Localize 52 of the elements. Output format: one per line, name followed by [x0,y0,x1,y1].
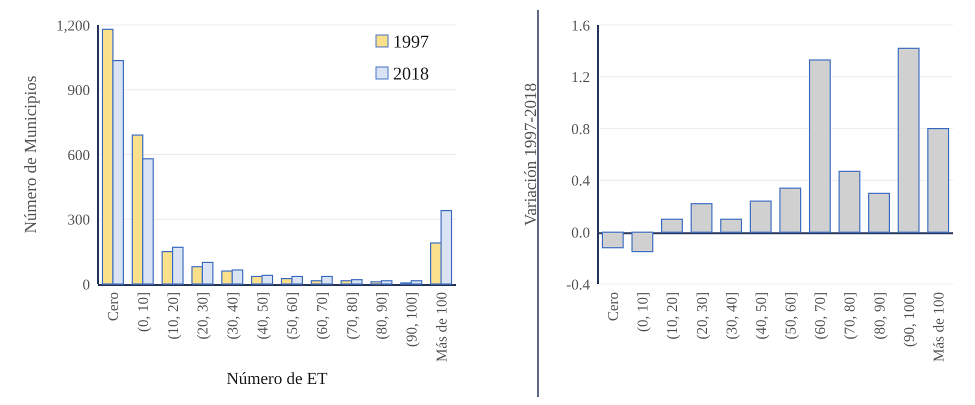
y-tick-label: 0.8 [571,122,590,138]
y-tick-label: 1,200 [56,18,90,34]
x-axis-title: Número de ET [226,369,328,388]
bar [868,192,890,233]
y-axis-title: Número de Municipios [21,76,40,234]
bar [779,188,802,233]
x-tick-label: (20, 30] [694,292,711,340]
bar [808,59,831,233]
x-tick-label: Más de 100 [931,292,948,362]
bar [690,203,712,233]
y-tick-label: 300 [68,212,90,228]
bar [838,170,860,233]
x-tick-label: Cero [106,292,122,322]
x-tick-label: (10, 20] [166,292,182,340]
y-tick-label: 0.4 [571,174,590,190]
x-tick-label: (90, 100] [902,292,918,347]
x-tick-label: (80, 90] [374,292,391,340]
bar [927,128,950,233]
x-tick-label: (40, 50] [754,292,770,340]
bar [631,232,654,252]
x-tick-label: (50, 60] [285,292,302,340]
x-tick-label: (0, 10] [636,292,652,332]
x-tick-label: (60, 70] [813,292,830,340]
y-tick-label: 900 [68,83,90,99]
y-tick-label: 1.6 [571,18,590,34]
x-tick-label: (10, 20] [665,292,682,340]
x-tick-label: (90, 100] [404,292,420,347]
bar [720,218,742,233]
y-tick-label: 1.2 [571,70,590,86]
x-tick-label: Más de 100 [434,292,450,362]
bar [602,232,624,248]
x-tick-label: (20, 30] [196,292,212,340]
x-tick-label: (30, 40] [226,292,242,340]
x-tick-label: (60, 70] [315,292,331,340]
legend-label: 2018 [393,63,429,84]
legend-label: 1997 [393,31,429,52]
x-tick-label: Cero [606,292,622,322]
x-tick-label: (70, 80] [842,292,859,340]
y-tick-label: 0.0 [571,225,590,242]
y-tick-label: 600 [68,148,90,164]
bar [661,218,683,233]
y-tick-label: 0 [82,277,90,294]
x-tick-label: (50, 60] [784,292,800,340]
bar [750,200,772,233]
y-axis-title: Variación 1997-2018 [521,82,540,226]
x-tick-label: (0, 10] [136,292,152,332]
x-tick-label: (40, 50] [255,292,272,340]
y-tick-label: -0.4 [566,277,590,294]
x-tick-label: (70, 80] [344,292,361,340]
x-tick-label: (30, 40] [724,292,740,340]
bar [898,48,920,233]
x-tick-label: (80, 90] [872,292,888,340]
